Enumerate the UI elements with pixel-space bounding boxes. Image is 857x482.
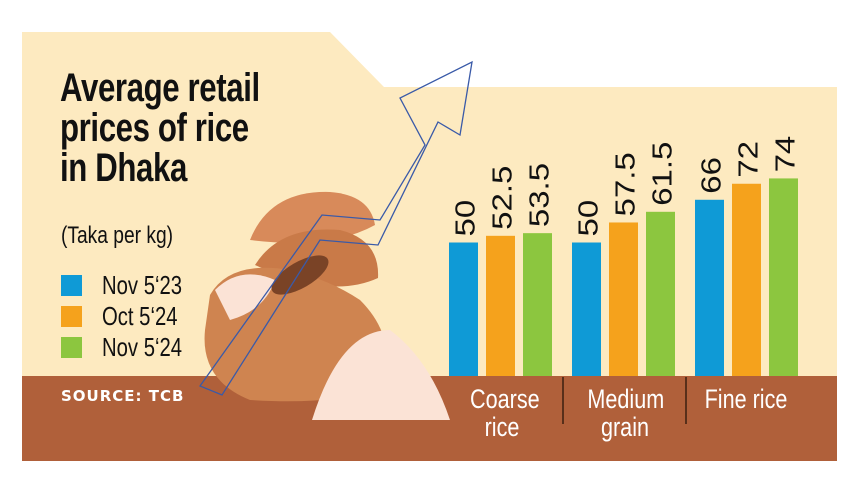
chart-title: Average retail prices of rice in Dhaka [60, 68, 260, 188]
legend-item: Nov 5‘23 [61, 270, 205, 301]
data-label: 66 [696, 157, 727, 194]
category-line: rice [484, 412, 520, 442]
title-line: Average retail [60, 66, 260, 110]
legend-label: Oct 5‘24 [102, 301, 178, 331]
rice-in-sack [215, 274, 275, 320]
top-sack [250, 191, 375, 243]
category-line: Fine rice [704, 384, 788, 414]
category-line: Coarse [470, 384, 540, 414]
bar [609, 222, 638, 376]
bar [769, 178, 798, 376]
arrow-icon [198, 60, 473, 396]
data-label: 57.5 [610, 152, 641, 216]
data-label: 72 [733, 141, 764, 178]
bar [572, 242, 601, 376]
legend: Nov 5‘23 Oct 5‘24 Nov 5‘24 [61, 270, 205, 363]
legend-label: Nov 5‘24 [102, 332, 183, 362]
category-line: grain [600, 412, 650, 442]
legend-swatch [61, 275, 82, 296]
data-label: 50 [573, 200, 604, 237]
unit-label: (Taka per kg) [61, 222, 174, 249]
legend-swatch [61, 306, 82, 327]
legend-item: Oct 5‘24 [61, 301, 205, 332]
data-label: 50 [450, 200, 481, 237]
data-label: 52.5 [487, 166, 518, 230]
bar [695, 199, 724, 376]
bar [449, 242, 478, 376]
category-label: Medium grain [587, 384, 665, 442]
source-note: SOURCE: TCB [61, 387, 185, 405]
title-line: in Dhaka [60, 146, 187, 190]
bar [732, 183, 761, 376]
bar [486, 235, 515, 376]
scoop-icon [271, 255, 329, 295]
bar [523, 233, 552, 376]
category-line: Medium [587, 384, 665, 414]
data-label: 53.5 [524, 163, 555, 227]
legend-item: Nov 5‘24 [61, 332, 205, 363]
rice-sack-illustration [204, 191, 450, 420]
data-label: 61.5 [647, 142, 678, 206]
rice-pile [312, 330, 450, 420]
bar [646, 211, 675, 376]
category-label: Coarse rice [470, 384, 540, 442]
title-line: prices of rice [60, 106, 249, 150]
legend-swatch [61, 337, 82, 358]
legend-label: Nov 5‘23 [102, 270, 183, 300]
category-label: Fine rice [696, 385, 795, 413]
data-label: 74 [770, 136, 801, 173]
